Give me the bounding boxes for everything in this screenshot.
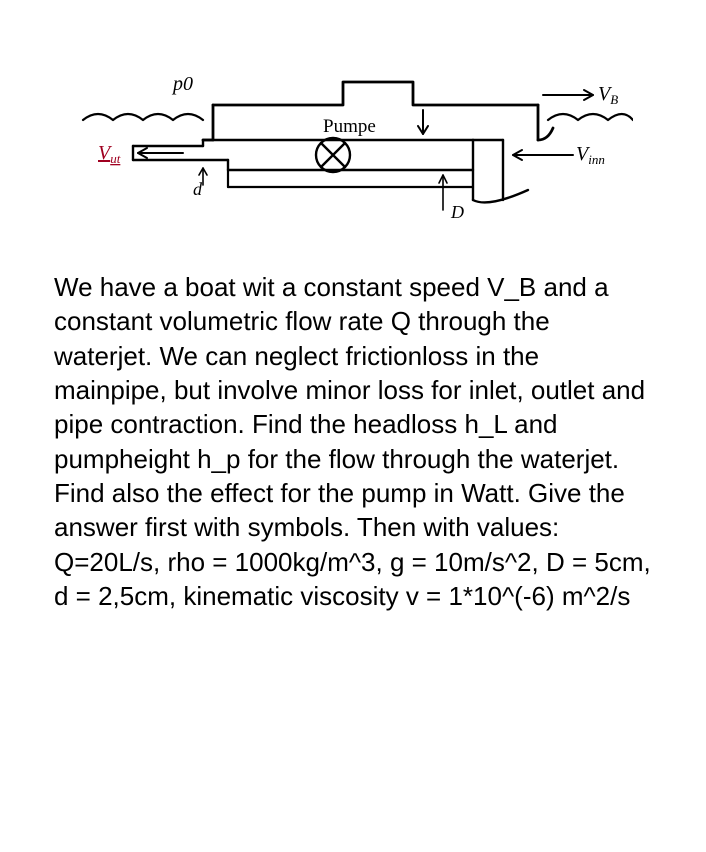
problem-paragraph: We have a boat wit a constant speed V_B … <box>50 270 656 613</box>
label-pumpe: Pumpe <box>323 116 376 137</box>
label-d: d <box>193 179 203 199</box>
label-Vut: Vut <box>98 142 121 166</box>
label-Vinn: Vinn <box>576 143 605 167</box>
label-VB: VB <box>598 83 618 107</box>
waterjet-boat-diagram: p0 VB Vut Vinn Pumpe d D <box>73 60 633 230</box>
label-D-cap: D <box>450 202 464 222</box>
label-p0: p0 <box>171 73 193 95</box>
diagram-svg: p0 VB Vut Vinn Pumpe d D <box>73 60 633 230</box>
